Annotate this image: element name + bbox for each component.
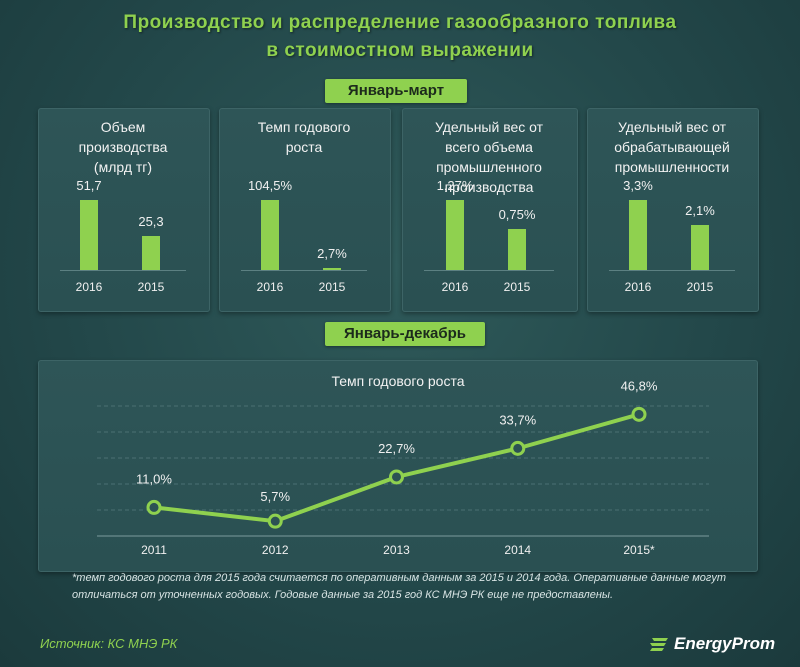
bar (80, 200, 98, 270)
energyprom-logo: EnergyProm (650, 634, 775, 654)
bar-value-label: 2,7% (317, 246, 347, 261)
bar-category-label: 2015 (137, 280, 165, 294)
bar (142, 235, 160, 270)
title-line-2: в стоимостном выражении (266, 40, 534, 61)
bar-category-label: 2015 (318, 280, 346, 294)
footnote: *темп годового роста для 2015 года счита… (72, 572, 726, 601)
panel-title: Удельный вес от обрабатывающей промышлен… (614, 119, 730, 175)
bar-value-label: 104,5% (247, 178, 293, 193)
bar-category-label: 2016 (624, 280, 652, 294)
source-text: Источник: КС МНЭ РК (40, 636, 178, 651)
data-point (389, 469, 404, 485)
data-label: 11,0% (136, 471, 172, 486)
bar-axis (60, 270, 186, 271)
panel-share-total (402, 108, 578, 312)
panel-share-manufacturing (587, 108, 759, 312)
bar-value-label: 2,1% (685, 203, 715, 219)
bar-value-label: 0,75% (498, 206, 536, 222)
bar-value-label: 3,3% (623, 178, 653, 193)
section-label-jan-dec: Январь-декабрь (325, 322, 485, 346)
line-chart: 11,0% 2011 5,7% 2012 22,7% 2013 33,7% 2014 46,8%… (97, 378, 709, 557)
panel-volume (38, 108, 210, 312)
x-tick-label: 2014 (504, 543, 531, 557)
bar-axis (241, 270, 367, 271)
x-tick-label: 2012 (262, 543, 289, 557)
data-label: 5,7% (260, 489, 290, 504)
bar (323, 268, 341, 270)
x-tick-label: 2011 (141, 543, 167, 557)
data-label: 46,8% (621, 378, 658, 393)
bar (629, 200, 647, 270)
bar-axis (609, 270, 735, 271)
section-label-jan-mar: Январь-март (325, 79, 467, 103)
bar-value-label: 25,3 (138, 213, 164, 229)
x-tick-label: 2013 (383, 543, 410, 557)
panel-growth (219, 108, 391, 312)
bar (508, 228, 526, 270)
data-label: 33,7% (499, 412, 536, 427)
energyprom-logo-icon (650, 638, 668, 651)
bar-category-label: 2015 (503, 280, 531, 294)
panel-title: Темп годового роста (257, 119, 351, 155)
bar-value-label: 51,7 (76, 178, 102, 193)
bar-category-label: 2015 (686, 280, 714, 294)
data-label: 22,7% (378, 441, 415, 456)
series-line (153, 412, 640, 524)
bar (691, 225, 709, 270)
title-line-1: Производство и распределение газообразно… (123, 12, 677, 33)
data-point (146, 499, 162, 515)
bar (446, 200, 464, 270)
data-point (267, 513, 283, 529)
data-point (631, 406, 647, 422)
panel-title: Объем производства (млрд тг) (78, 119, 168, 175)
line-chart-panel: Темп годового роста 11,0% 2011 5,7% 2012 22,… (38, 360, 758, 572)
data-point (510, 440, 526, 456)
line-chart-title: Темп годового роста (331, 373, 465, 389)
logo-text: EnergyProm (674, 634, 776, 653)
bar-category-label: 2016 (256, 280, 284, 294)
bar (261, 200, 279, 270)
x-tick-label: 2015* (623, 543, 655, 557)
panel-title: Удельный вес от всего объема промышленно… (434, 119, 544, 195)
bar-value-label: 1,27% (436, 178, 474, 193)
bar-category-label: 2016 (75, 280, 103, 294)
bar-category-label: 2016 (441, 280, 469, 294)
bar-axis (424, 270, 554, 271)
